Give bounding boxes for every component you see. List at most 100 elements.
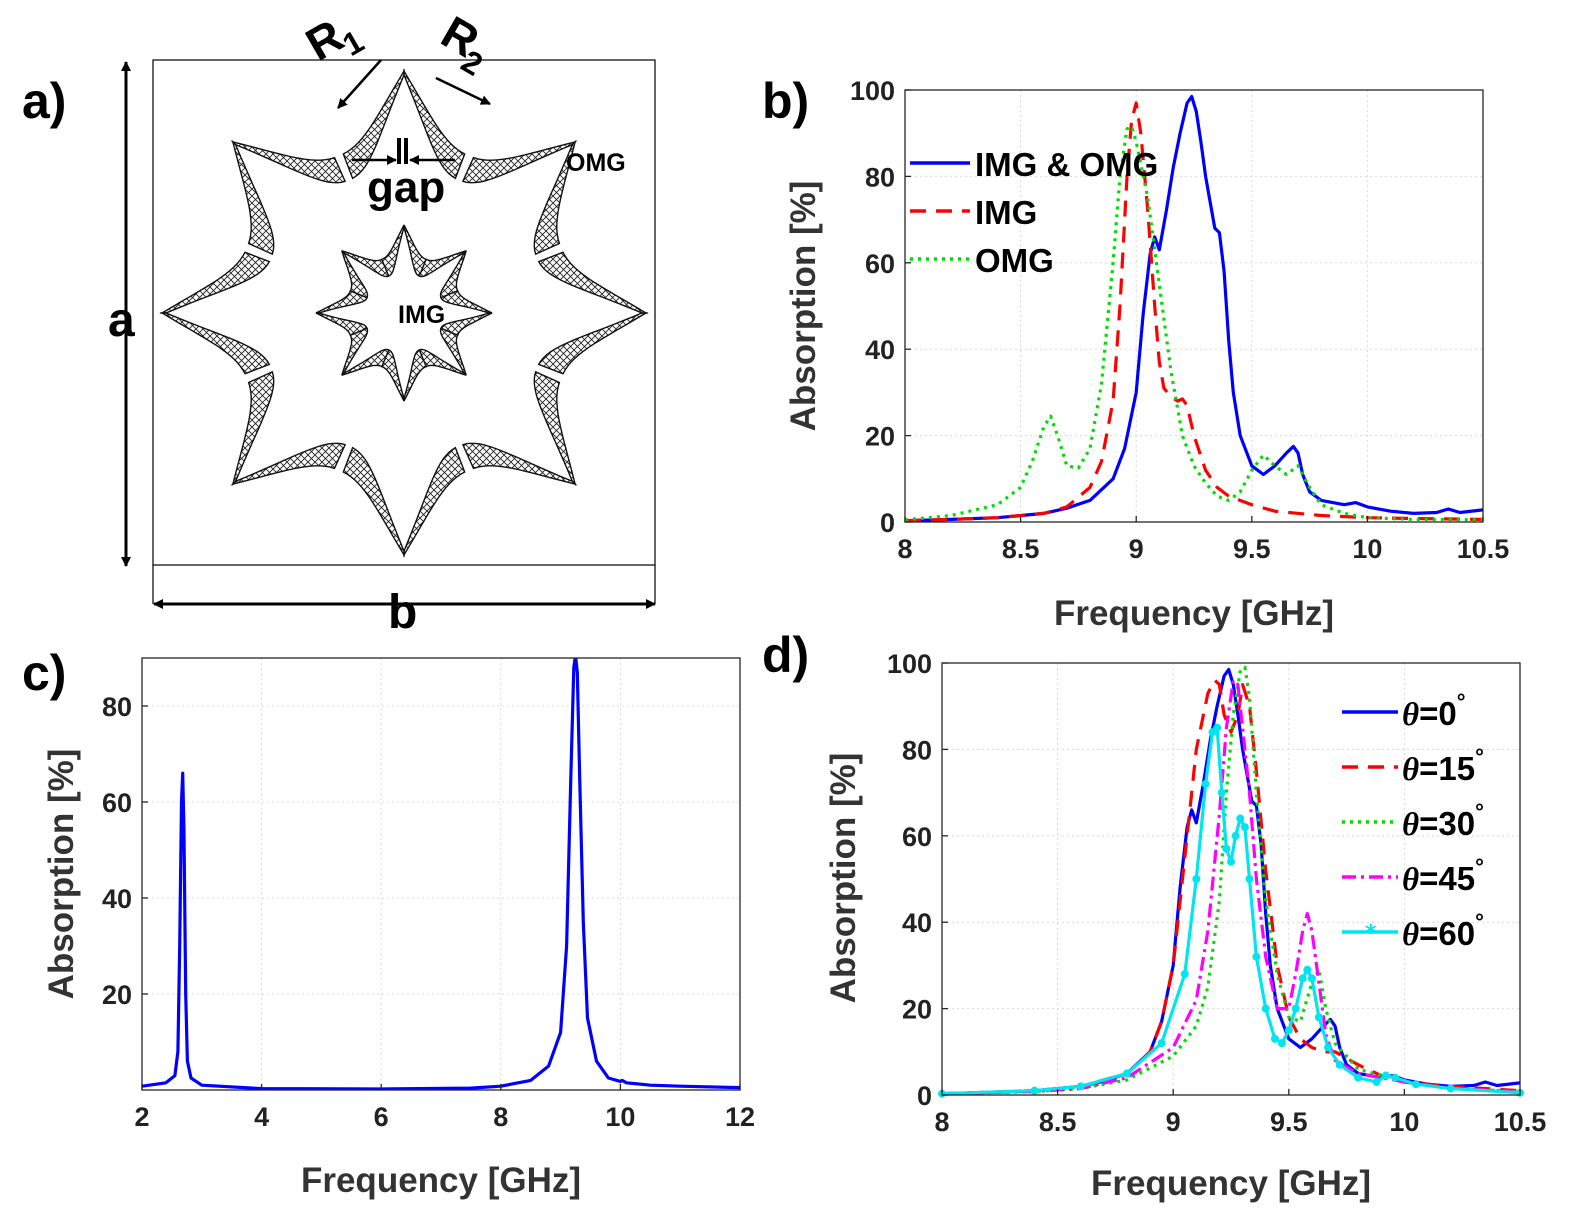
legend-d: θ=0° θ=15° θ=30° θ=45° * θ=60° <box>1342 689 1484 953</box>
legend-d-theta-30: θ=30° <box>1402 799 1484 843</box>
chart-c-ytick-label: 20 <box>102 980 132 1010</box>
chart-d-series-4-marker <box>1307 974 1316 983</box>
omg-ring <box>159 68 649 558</box>
chart-d-xtick-label: 9 <box>1166 1107 1181 1137</box>
chart-d-series-4-marker <box>1157 1039 1166 1048</box>
chart-c-xtick-label: 12 <box>725 1102 755 1132</box>
chart-b-xtick-label: 8 <box>897 534 912 564</box>
chart-d-series-4-marker <box>1217 788 1226 797</box>
omg-ring-segment <box>231 370 275 487</box>
chart-c-xlabel: Frequency [GHz] <box>301 1161 581 1200</box>
chart-d-series-4-marker <box>1284 1026 1293 1035</box>
chart-d-ytick-label: 20 <box>902 995 932 1025</box>
chart-d-series-4-marker <box>1122 1069 1131 1078</box>
chart-d-series-4-marker <box>1291 1004 1300 1013</box>
chart-b-ytick-label: 80 <box>865 162 895 192</box>
panel-a-label: a) <box>22 73 66 129</box>
chart-d-series-4-marker <box>1354 1073 1363 1082</box>
chart-d-series-4-marker <box>1411 1080 1420 1089</box>
omg-ring-segment <box>403 446 466 558</box>
img-ring <box>315 224 493 402</box>
omg-ring-segment <box>461 442 578 486</box>
chart-b-series-1 <box>905 101 1483 522</box>
chart-d-series-4-marker <box>1446 1084 1455 1093</box>
legend-b: IMG & OMG IMG OMG <box>910 146 1158 279</box>
chart-d-series-4-marker <box>1324 1043 1333 1052</box>
chart-d-series-4-marker <box>1277 1039 1286 1048</box>
chart-d-xtick-label: 8 <box>934 1107 949 1137</box>
chart-d-xtick-label: 8.5 <box>1039 1107 1077 1137</box>
chart-c-ytick-label: 40 <box>102 884 132 914</box>
unit-cell-border <box>152 59 656 566</box>
omg-ring-segment <box>159 251 271 314</box>
chart-b-xtick-label: 9 <box>1129 534 1144 564</box>
chart-d-series-4-marker <box>1335 1060 1344 1069</box>
img-ring-segment <box>380 224 405 277</box>
chart-b-ytick-label: 100 <box>850 76 895 106</box>
img-ring-segment <box>403 349 428 402</box>
r1-label: R 1 <box>297 9 370 71</box>
chart-d-series-4-marker <box>1298 974 1307 983</box>
panel-b-label: b) <box>762 73 809 129</box>
r2-label: R 2 <box>433 6 489 83</box>
chart-d-ylabel: Absorption [%] <box>824 753 863 1004</box>
legend-d-theta-15: θ=15° <box>1402 744 1484 788</box>
chart-d-xtick-label: 9.5 <box>1270 1107 1308 1137</box>
r1-arrow <box>337 59 382 109</box>
chart-d-series-4-marker <box>1391 1073 1400 1082</box>
gap-marker-left <box>397 138 401 164</box>
chart-d-series-4-marker <box>1381 1071 1390 1080</box>
chart-b-xlabel: Frequency [GHz] <box>1054 594 1334 633</box>
chart-d-series-4-marker <box>1227 857 1235 866</box>
chart-d-series-4-marker <box>1213 723 1222 732</box>
chart-b: 8 8.5 9 9.5 10 10.5 0 20 40 60 80 100 <box>850 76 1509 564</box>
chart-c-axes <box>141 657 741 1091</box>
chart-d-ytick-label: 40 <box>902 908 932 938</box>
panel-b: b) 8 8.5 9 9.5 10 10.5 0 20 40 60 80 100 IMG & OMG … <box>762 73 1509 633</box>
omg-ring-segment <box>537 251 649 314</box>
chart-c-ytick-label: 80 <box>102 692 132 722</box>
panel-c: c) 2 4 6 8 10 12 20 40 60 80 Frequency [GHz] Abso… <box>22 645 755 1200</box>
gap-marker-right <box>404 138 408 164</box>
omg-label: OMG <box>566 149 626 177</box>
chart-d-ytick-label: 60 <box>902 822 932 852</box>
panel-d: d) 8 8.5 9 9.5 10 10.5 0 20 40 60 80 100 θ=0° θ=15°… <box>762 627 1546 1203</box>
chart-d-xtick-label: 10 <box>1389 1107 1419 1137</box>
img-label: IMG <box>398 301 445 329</box>
chart-d-series-4-marker <box>1076 1082 1085 1091</box>
chart-c-xtick-label: 6 <box>374 1102 389 1132</box>
chart-b-xtick-label: 8.5 <box>1002 534 1040 564</box>
legend-d-swatch-60-marker: * <box>1365 921 1377 946</box>
chart-d: 8 8.5 9 9.5 10 10.5 0 20 40 60 80 100 <box>887 649 1546 1137</box>
chart-d-series-4-marker <box>1314 1013 1323 1022</box>
chart-d-ytick-label: 80 <box>902 735 932 765</box>
chart-c-xtick-label: 10 <box>605 1102 635 1132</box>
dimension-b-label: b <box>388 586 417 639</box>
legend-b-img: IMG <box>975 194 1037 231</box>
chart-d-series-4-marker <box>1201 779 1210 788</box>
omg-ring-segment <box>537 312 649 375</box>
chart-d-series-4-marker <box>1240 823 1249 832</box>
chart-c-series-0 <box>142 658 740 1090</box>
chart-d-series-4-marker <box>1303 965 1312 974</box>
omg-ring-segment <box>230 140 347 184</box>
chart-c-ylabel: Absorption [%] <box>42 749 81 1000</box>
chart-d-xlabel: Frequency [GHz] <box>1091 1164 1371 1203</box>
chart-d-series-4-marker <box>1192 875 1201 883</box>
chart-d-ytick-label: 0 <box>917 1081 932 1111</box>
chart-b-axes <box>904 89 1484 523</box>
chart-c-ytick-label: 60 <box>102 788 132 818</box>
img-ring-segment <box>315 312 368 337</box>
img-ring-segment <box>440 289 493 314</box>
chart-c-xtick-label: 4 <box>254 1102 269 1132</box>
chart-d-series-4-marker <box>1231 831 1240 840</box>
chart-d-xtick-label: 10.5 <box>1494 1107 1547 1137</box>
chart-d-series-4-marker <box>1030 1086 1039 1095</box>
dimension-a-label: a <box>108 294 135 347</box>
omg-ring-segment <box>403 68 466 180</box>
chart-b-xtick-label: 9.5 <box>1233 534 1271 564</box>
chart-d-series-4-marker <box>1261 1004 1270 1013</box>
chart-d-series-1 <box>942 678 1520 1095</box>
omg-ring-segment <box>342 446 405 558</box>
